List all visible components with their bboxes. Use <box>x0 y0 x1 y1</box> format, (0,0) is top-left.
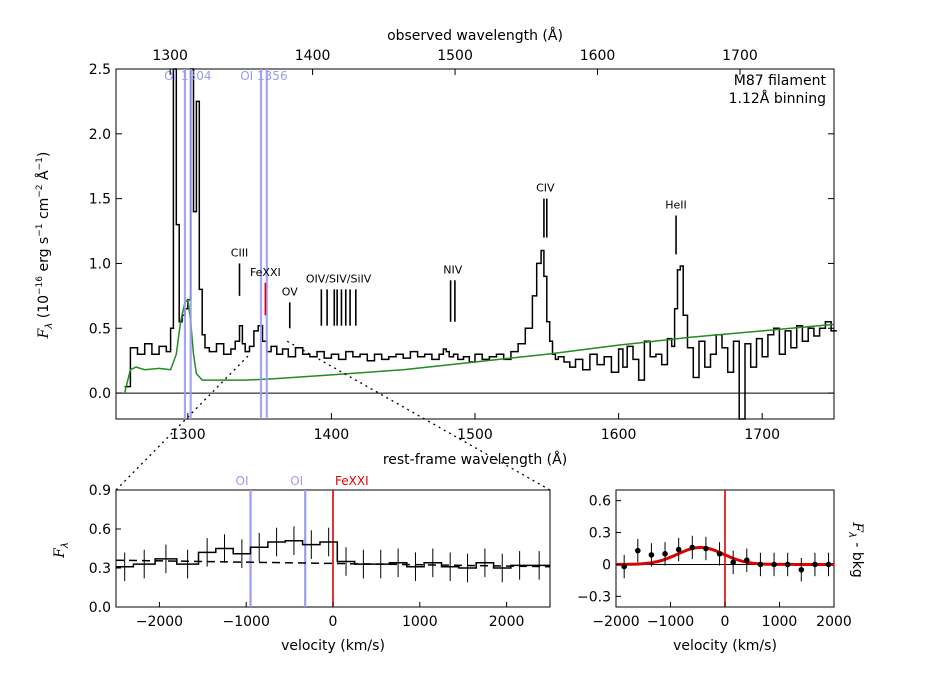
residual-x-tick-label: 0 <box>721 614 730 630</box>
line-label: CIII <box>231 246 248 259</box>
residual-point <box>675 546 682 553</box>
residual-x-tick-label: −1000 <box>647 614 694 630</box>
spectrum-subtitle: 1.12Å binning <box>729 90 826 107</box>
residual-point <box>730 559 736 566</box>
residual-point <box>757 561 764 568</box>
residual-fit-curve <box>616 545 834 566</box>
velocity-marker-label: OI <box>290 474 303 488</box>
oi-band-label: OI 1304 <box>164 69 211 83</box>
residual-y-label: Fλ - bkg <box>846 521 865 577</box>
velocity-x-tick-label: 1000 <box>402 614 438 630</box>
residual-y-tick-label: 0.6 <box>589 494 611 510</box>
zoom-connector-right <box>284 339 551 491</box>
top-axis-label: observed wavelength (Å) <box>387 27 563 44</box>
line-label: CIV <box>536 182 555 195</box>
y-tick-label: 1.5 <box>89 192 111 208</box>
x-tick-label: 1700 <box>744 427 780 443</box>
velocity-y-tick-label: 0.3 <box>89 561 111 577</box>
residual-y-tick-label: 0.3 <box>589 526 611 542</box>
spectrum-y-axis-label: Fλ (10−16 erg s−1 cm−2 Å−1) <box>35 152 55 340</box>
residual-point <box>825 561 832 568</box>
spectrum-frame <box>115 68 835 420</box>
x2-tick-label: 1500 <box>437 48 473 64</box>
velocity-x-tick-label: −1000 <box>223 614 270 630</box>
velocity-y-tick-label: 0.9 <box>89 483 111 499</box>
y-tick-label: 2.5 <box>89 62 111 78</box>
line-label: HeII <box>665 198 687 211</box>
zoom-connector-left <box>115 353 251 491</box>
model-spectrum-line <box>123 298 835 394</box>
residual-point <box>784 561 791 568</box>
x2-tick-label: 1700 <box>722 48 758 64</box>
x-tick-label: 1500 <box>457 427 493 443</box>
x2-tick-label: 1300 <box>152 48 188 64</box>
x2-tick-label: 1400 <box>295 48 331 64</box>
velocity-x-tick-label: 0 <box>329 614 338 630</box>
residual-point <box>798 566 805 573</box>
velocity-y-label: Fλ <box>52 542 71 559</box>
y-tick-label: 1.0 <box>89 256 111 272</box>
velocity-step-line <box>116 539 550 569</box>
observed-spectrum-line <box>124 68 837 420</box>
residual-point <box>662 551 668 557</box>
residual-x-tick-label: −2000 <box>592 614 639 630</box>
y-tick-label: 2.0 <box>89 127 111 143</box>
line-label: OV <box>282 285 298 298</box>
residual-point <box>771 561 777 568</box>
oi-band-label: OI 1356 <box>240 69 287 83</box>
residual-point <box>635 547 641 554</box>
velocity-panel: OI OI FeXXI −2000 −1000 0 1000 2000 0.0 0.3 0.6 0.… <box>52 474 551 654</box>
residual-y-tick-label: 0 <box>602 557 611 573</box>
velocity-x-tick-label: −2000 <box>136 614 183 630</box>
residual-x-tick-label: 2000 <box>816 614 852 630</box>
residual-point <box>812 561 818 568</box>
bottom-axis-label: rest-frame wavelength (Å) <box>383 451 567 468</box>
residual-x-tick-label: 1000 <box>762 614 798 630</box>
x-tick-label: 1300 <box>170 427 206 443</box>
residual-point <box>716 551 723 557</box>
line-label: FeXXI <box>250 266 281 279</box>
line-label: NIV <box>443 263 462 276</box>
residual-panel: −2000 −1000 0 1000 2000 −0.3 0 0.3 0.6 velocity … <box>577 489 865 654</box>
velocity-continuum-line <box>115 559 551 568</box>
residual-x-label: velocity (km/s) <box>673 638 777 654</box>
residual-point <box>689 544 696 551</box>
residual-point <box>744 557 750 563</box>
velocity-marker-label: OI <box>236 474 249 488</box>
residual-point <box>703 545 709 552</box>
residual-y-tick-label: −0.3 <box>577 589 611 605</box>
velocity-y-tick-label: 0.6 <box>89 522 111 538</box>
velocity-x-label: velocity (km/s) <box>281 638 385 654</box>
x-tick-label: 1400 <box>314 427 350 443</box>
y-tick-label: 0.0 <box>89 386 111 402</box>
velocity-y-tick-label: 0.0 <box>89 600 111 616</box>
spectrum-title: M87 filament <box>734 73 827 89</box>
residual-point <box>648 552 655 558</box>
y-tick-label: 0.5 <box>89 321 111 337</box>
x-tick-label: 1600 <box>601 427 637 443</box>
x2-tick-label: 1600 <box>580 48 616 64</box>
velocity-marker-label: FeXXI <box>335 474 369 488</box>
residual-point <box>621 563 627 570</box>
line-label: OIV/SIV/SiIV <box>306 272 372 285</box>
velocity-x-tick-label: 2000 <box>489 614 525 630</box>
